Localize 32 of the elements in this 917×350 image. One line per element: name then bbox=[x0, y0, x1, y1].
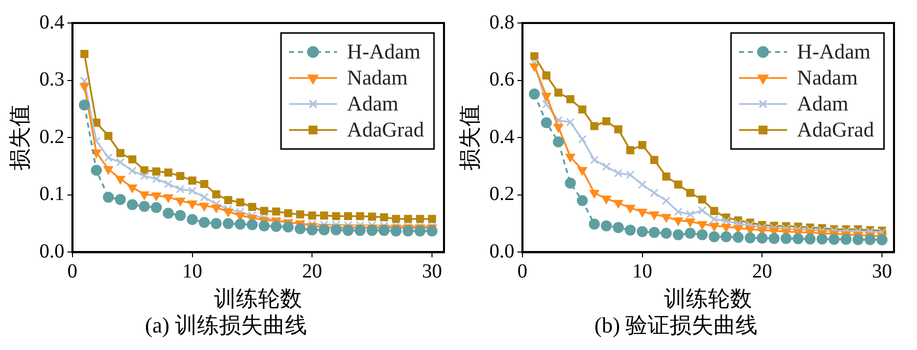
y-tick-label: 0.8 bbox=[489, 11, 514, 34]
y-tick-label: 0.4 bbox=[489, 126, 514, 148]
y-axis-title: 损失值 bbox=[6, 104, 32, 171]
x-tick-label: 20 bbox=[302, 260, 322, 282]
legend-label: AdaGrad bbox=[797, 118, 874, 142]
y-tick-label: 0.3 bbox=[39, 68, 64, 91]
legend-label: Nadam bbox=[347, 66, 408, 90]
y-tick-label: 0.0 bbox=[489, 240, 514, 262]
x-tick-label: 30 bbox=[422, 260, 442, 282]
text: (a) 训练损失曲线 bbox=[145, 312, 307, 338]
y-tick-label: 0.4 bbox=[39, 11, 64, 34]
x-tick-label: 30 bbox=[872, 260, 892, 282]
legend-label: Adam bbox=[347, 92, 398, 116]
y-tick-label: 0.2 bbox=[489, 183, 514, 206]
y-tick-label: 0.6 bbox=[489, 68, 514, 91]
x-tick-label: 10 bbox=[182, 260, 202, 282]
legend-label: AdaGrad bbox=[347, 118, 424, 142]
legend-label: Adam bbox=[797, 92, 848, 116]
x-axis-title: 训练轮数 bbox=[664, 286, 752, 312]
y-tick-label: 0.1 bbox=[39, 183, 64, 206]
text: (b) 验证损失曲线 bbox=[594, 312, 758, 338]
x-tick-label: 0 bbox=[67, 260, 78, 282]
y-tick-label: 0.0 bbox=[39, 240, 64, 262]
legend-label: H-Adam bbox=[797, 40, 871, 64]
legend-label: H-Adam bbox=[347, 40, 421, 64]
x-axis-title: 训练轮数 bbox=[214, 286, 302, 312]
y-tick-label: 0.2 bbox=[39, 126, 64, 148]
legend-label: Nadam bbox=[797, 66, 858, 90]
x-tick-label: 10 bbox=[632, 260, 652, 282]
x-tick-label: 0 bbox=[517, 260, 528, 282]
x-tick-label: 20 bbox=[752, 260, 772, 282]
y-axis-title: 损失值 bbox=[456, 104, 482, 171]
